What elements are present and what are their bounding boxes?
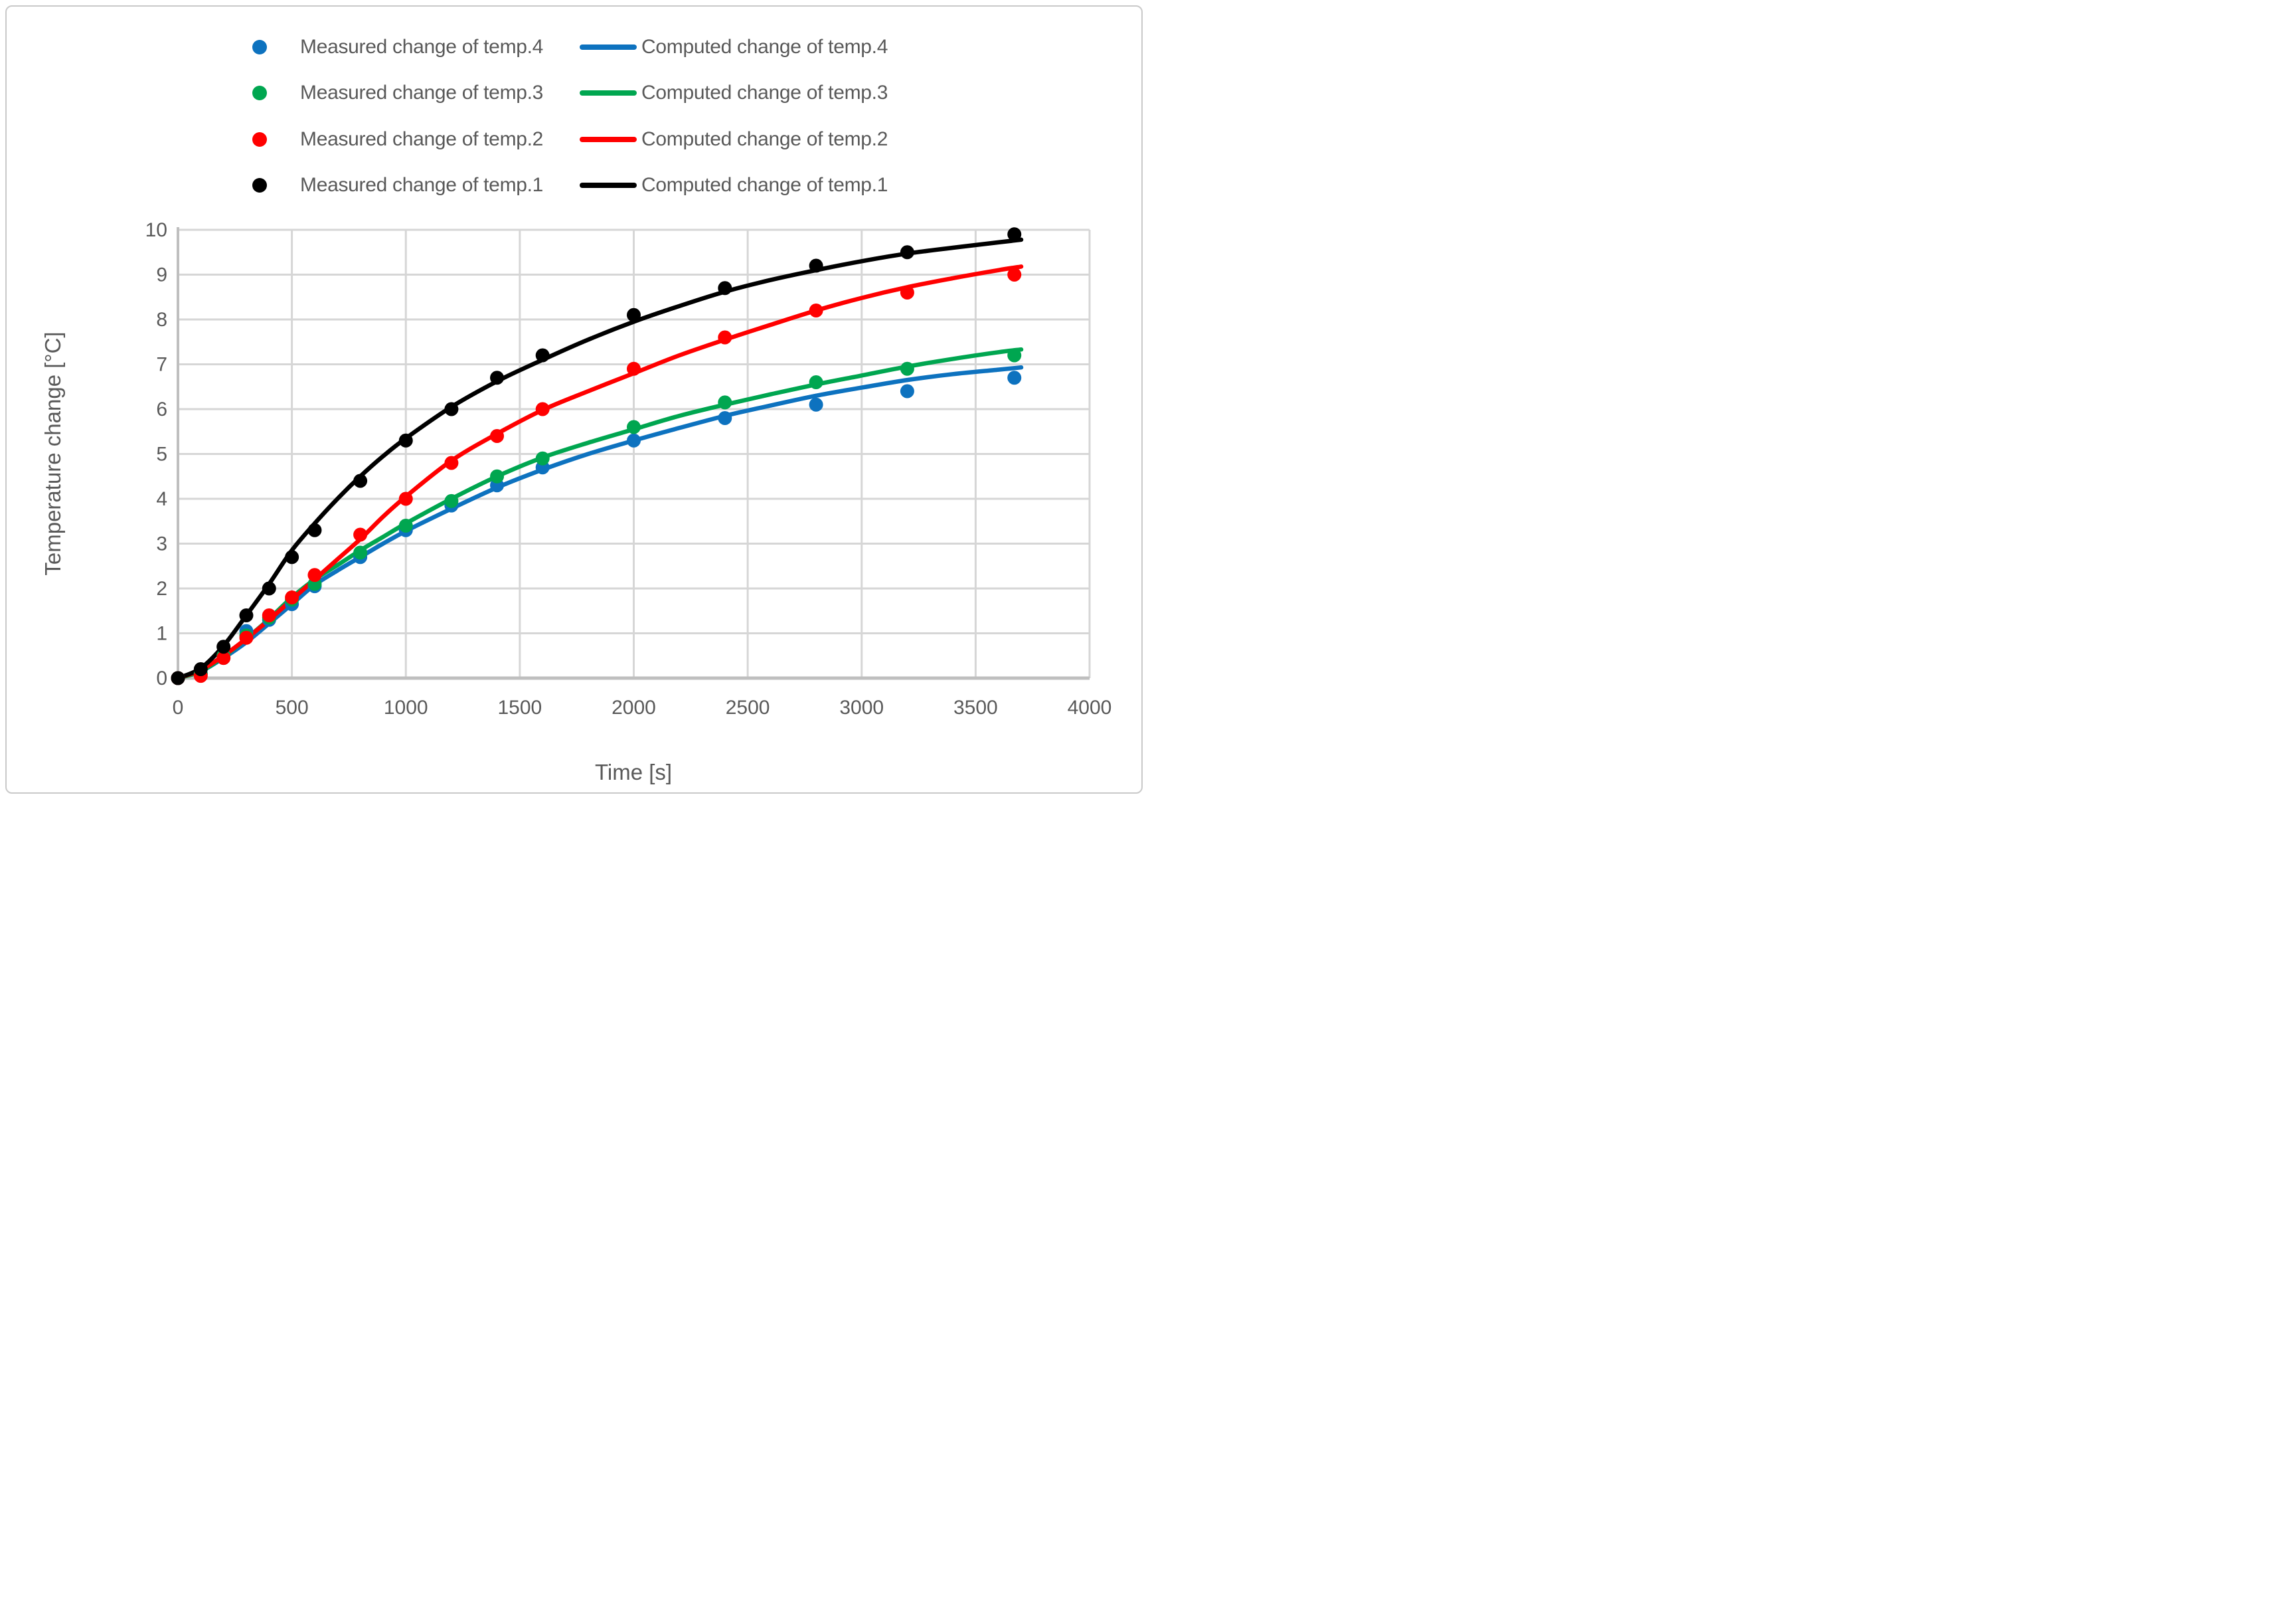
series-point-temp3 [398, 519, 413, 533]
series-point-temp3 [900, 361, 914, 376]
series-point-temp1 [718, 281, 732, 296]
series-point-temp2 [216, 651, 231, 666]
legend-measured-dot-icon [252, 178, 267, 193]
series-point-temp2 [262, 608, 276, 622]
legend-computed-line-icon [580, 183, 637, 188]
series-line-temp2 [175, 264, 1024, 681]
x-tick-label: 1500 [498, 697, 542, 719]
y-tick-label: 4 [156, 488, 167, 510]
x-tick-label: 3000 [839, 697, 884, 719]
series-point-temp1 [216, 640, 231, 654]
series-point-temp3 [353, 545, 368, 560]
series-point-temp4 [718, 411, 732, 425]
series-point-temp2 [718, 330, 732, 345]
legend-computed-label: Computed change of temp.3 [641, 82, 888, 104]
series-point-temp3 [627, 420, 641, 434]
series-point-temp2 [627, 361, 641, 376]
y-tick-label: 1 [156, 623, 167, 645]
series-point-temp2 [809, 304, 823, 317]
y-tick-label: 0 [156, 667, 167, 689]
chart-canvas: 0 500 1000 1500 2000 2500 3000 3500 4000 0 1 2 3 4 5 6 7… [145, 219, 1112, 719]
y-tick-label: 7 [156, 354, 167, 376]
legend-computed-line-icon [580, 90, 637, 96]
series-point-temp1 [171, 671, 185, 685]
series-point-temp1 [1007, 227, 1022, 242]
chart-legend: Measured change of temp.4 Computed change… [0, 0, 1148, 213]
series-point-temp1 [900, 245, 914, 260]
legend-measured-label: Measured change of temp.1 [300, 174, 544, 196]
series-point-temp3 [444, 493, 459, 508]
chart-page: Measured change of temp.4 Computed change… [0, 0, 1148, 799]
x-tick-label: 3500 [953, 697, 998, 719]
series-point-temp1 [809, 258, 823, 273]
series-point-temp1 [262, 581, 276, 596]
legend-computed-label: Computed change of temp.4 [641, 36, 888, 58]
legend-measured-dot-icon [252, 86, 267, 100]
y-tick-label: 8 [156, 309, 167, 331]
series-point-temp4 [1007, 371, 1022, 385]
series-point-temp1 [535, 348, 550, 363]
x-tick-label: 1000 [384, 697, 428, 719]
x-tick-label: 2500 [726, 697, 770, 719]
series-point-temp4 [809, 397, 823, 412]
series-point-temp1 [239, 608, 254, 622]
legend-computed-line-icon [580, 44, 637, 50]
legend-row-temp1: Measured change of temp.1 Computed change… [252, 173, 888, 198]
series-point-temp2 [490, 429, 505, 443]
series-point-temp1 [285, 550, 299, 565]
legend-measured-dot-icon [252, 132, 267, 147]
x-tick-label: 2000 [612, 697, 656, 719]
series-point-temp4 [627, 433, 641, 448]
series-point-temp1 [444, 402, 459, 416]
series-point-temp2 [353, 527, 368, 542]
legend-measured-dot-icon [252, 40, 267, 54]
y-tick-label: 5 [156, 444, 167, 466]
series-point-temp3 [718, 395, 732, 410]
series-point-temp1 [490, 371, 505, 385]
legend-computed-line-icon [580, 137, 637, 142]
series-point-temp1 [398, 433, 413, 448]
series-point-temp2 [239, 630, 254, 645]
series-point-temp3 [1007, 348, 1022, 363]
series-line-temp3 [175, 347, 1024, 681]
legend-row-temp4: Measured change of temp.4 Computed change… [252, 35, 888, 60]
legend-measured-label: Measured change of temp.3 [300, 82, 544, 104]
x-tick-label: 0 [173, 697, 184, 719]
series-point-temp2 [900, 286, 914, 300]
series-point-temp2 [1007, 268, 1022, 282]
x-tick-label: 4000 [1068, 697, 1112, 719]
y-tick-label: 6 [156, 399, 167, 420]
legend-measured-label: Measured change of temp.2 [300, 128, 544, 150]
series-point-temp3 [809, 375, 823, 389]
x-tick-label: 500 [276, 697, 309, 719]
series-point-temp1 [307, 523, 322, 537]
y-tick-label: 3 [156, 533, 167, 555]
series-point-temp4 [900, 384, 914, 399]
legend-measured-label: Measured change of temp.4 [300, 36, 544, 58]
series-point-temp3 [535, 451, 550, 466]
y-axis-title: Temperature change [°C] [41, 331, 65, 576]
legend-row-temp3: Measured change of temp.3 Computed change… [252, 80, 888, 106]
series-point-temp2 [307, 568, 322, 582]
series-point-temp2 [398, 491, 413, 506]
series-point-temp1 [353, 474, 368, 488]
series-line-temp1 [175, 237, 1024, 681]
series-point-temp2 [285, 590, 299, 604]
series-point-temp2 [535, 402, 550, 416]
y-tick-label: 9 [156, 264, 167, 286]
series-point-temp1 [627, 308, 641, 322]
x-axis-title: Time [s] [594, 760, 673, 784]
series-point-temp2 [444, 456, 459, 470]
legend-row-temp2: Measured change of temp.2 Computed change… [252, 127, 888, 152]
legend-computed-label: Computed change of temp.2 [641, 128, 888, 150]
series-point-temp1 [193, 662, 208, 676]
y-tick-label: 2 [156, 578, 167, 600]
series-line-temp4 [175, 365, 1024, 681]
y-tick-label: 10 [145, 219, 167, 241]
series-point-temp3 [490, 469, 505, 484]
legend-computed-label: Computed change of temp.1 [641, 174, 888, 196]
